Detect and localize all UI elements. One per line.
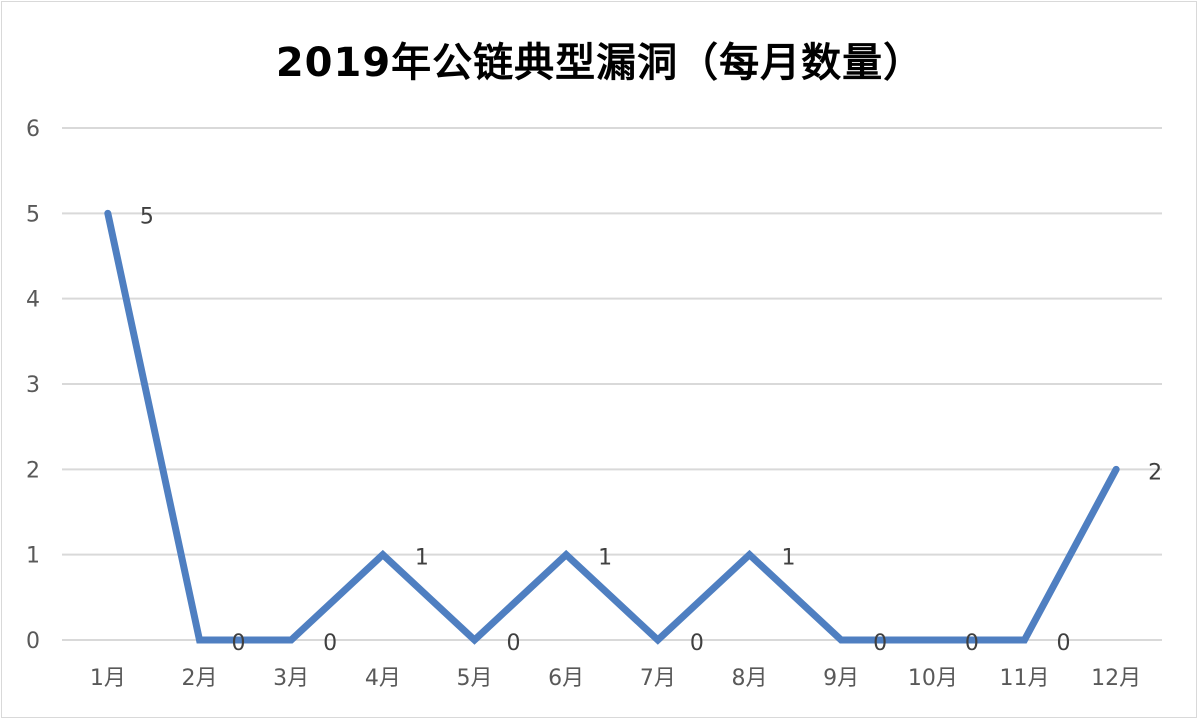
x-tick-label: 12月 — [1091, 666, 1141, 691]
series-layer — [104, 209, 1120, 645]
x-tick-label: 7月 — [640, 666, 676, 691]
x-tick-label: 5月 — [457, 666, 493, 691]
data-label: 0 — [965, 631, 979, 656]
y-axis-ticks: 0 1 2 3 4 5 6 — [26, 117, 40, 654]
data-label: 5 — [140, 204, 154, 229]
data-label: 0 — [232, 631, 246, 656]
data-labels: 5 0 0 1 0 1 0 1 0 0 0 2 — [140, 204, 1162, 656]
series-line — [104, 209, 1120, 645]
data-label: 0 — [323, 631, 337, 656]
data-label: 2 — [1148, 460, 1162, 485]
y-tick-label: 1 — [26, 544, 40, 569]
x-axis-ticks: 1月 2月 3月 4月 5月 6月 7月 8月 9月 10月 11月 12月 — [90, 666, 1141, 691]
gridlines — [62, 127, 1162, 641]
chart-title: 2019年公链典型漏洞（每月数量） — [275, 40, 925, 86]
x-tick-label: 10月 — [908, 666, 958, 691]
y-tick-label: 0 — [26, 629, 40, 654]
data-label: 0 — [690, 631, 704, 656]
x-tick-label: 9月 — [823, 666, 859, 691]
x-tick-label: 2月 — [182, 666, 218, 691]
data-label: 1 — [598, 546, 612, 571]
data-label: 0 — [1057, 631, 1071, 656]
x-tick-label: 8月 — [732, 666, 768, 691]
y-tick-label: 3 — [26, 373, 40, 398]
x-tick-label: 1月 — [90, 666, 126, 691]
y-tick-label: 2 — [26, 458, 40, 483]
x-tick-label: 11月 — [1000, 666, 1050, 691]
data-label: 1 — [415, 546, 429, 571]
x-tick-label: 3月 — [273, 666, 309, 691]
data-label: 0 — [507, 631, 521, 656]
y-tick-label: 6 — [26, 117, 40, 142]
data-label: 1 — [782, 546, 796, 571]
x-tick-label: 6月 — [548, 666, 584, 691]
y-tick-label: 4 — [26, 288, 40, 313]
x-tick-label: 4月 — [365, 666, 401, 691]
data-label: 0 — [873, 631, 887, 656]
y-tick-label: 5 — [26, 202, 40, 227]
